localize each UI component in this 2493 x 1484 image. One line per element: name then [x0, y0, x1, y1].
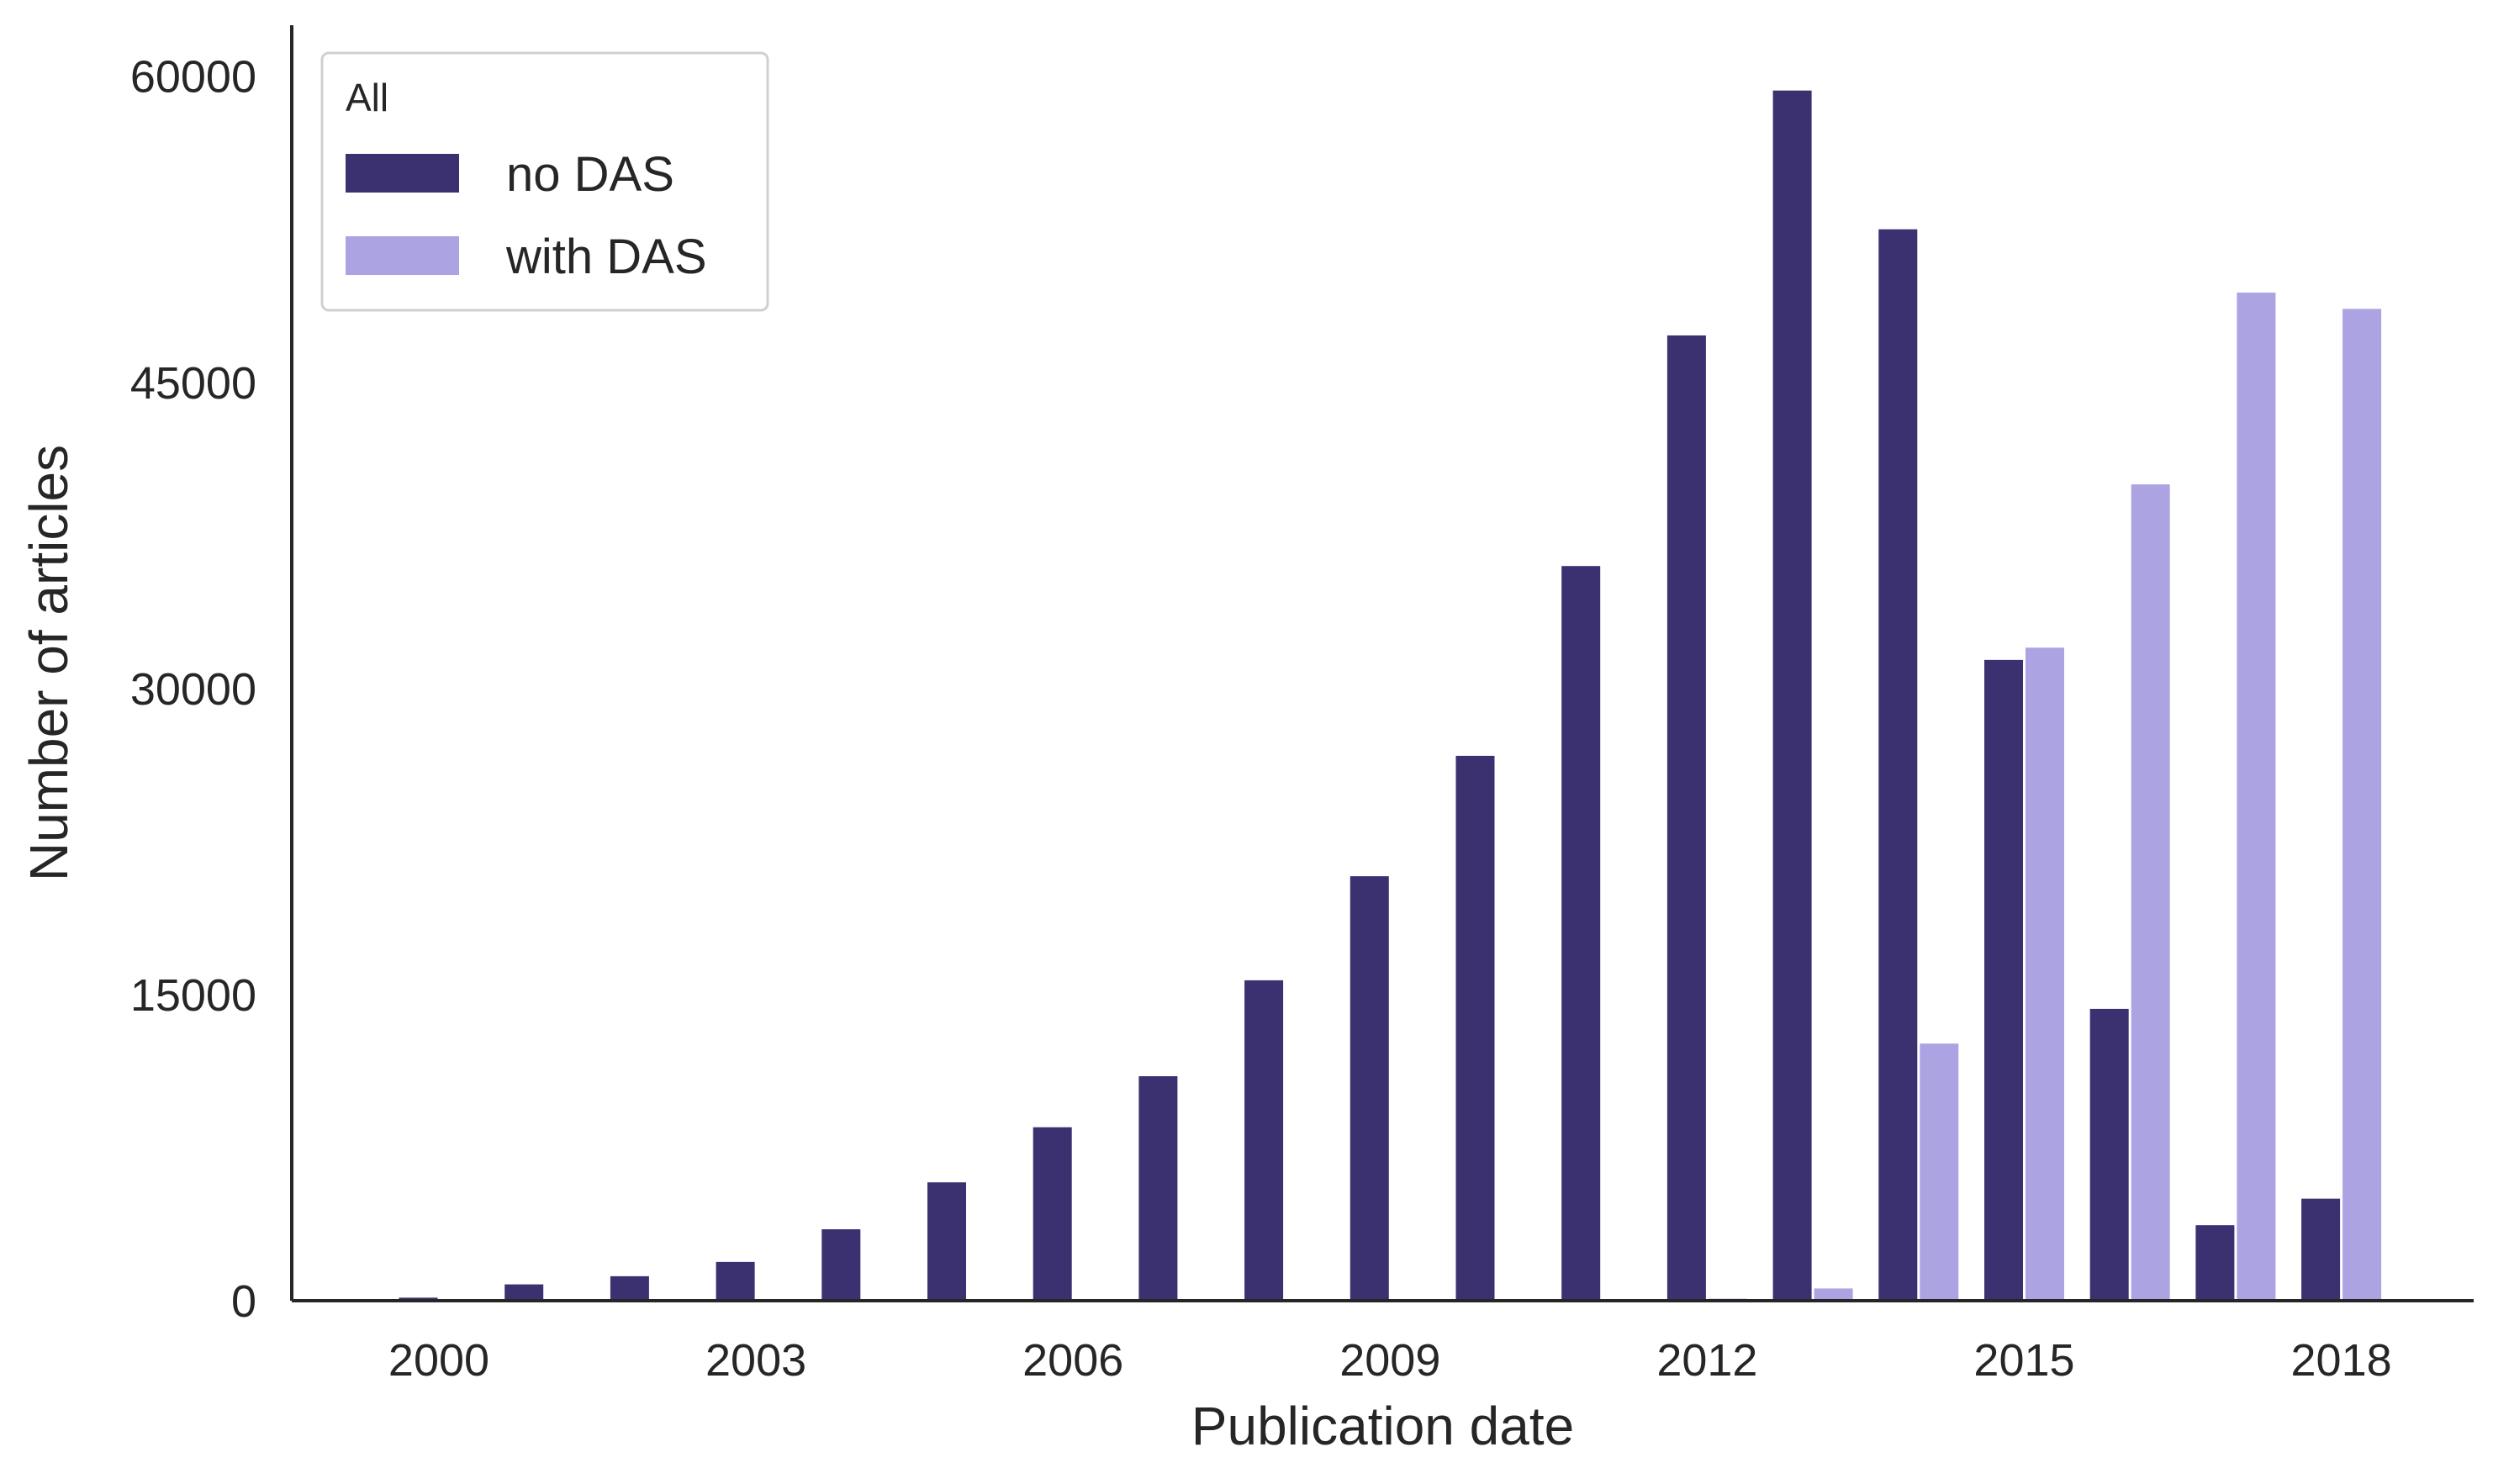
bar-with-das-2013 — [1814, 1288, 1853, 1301]
x-tick-label: 2018 — [2291, 1335, 2392, 1386]
bar-no-das-2004 — [821, 1229, 861, 1301]
bar-no-das-2011 — [1561, 566, 1601, 1301]
y-tick-label: 0 — [231, 1276, 256, 1327]
bar-no-das-2006 — [1033, 1127, 1072, 1301]
bar-no-das-2016 — [2089, 1008, 2129, 1301]
bar-with-das-2015 — [2026, 647, 2064, 1301]
bar-no-das-2017 — [2195, 1225, 2235, 1301]
x-tick-label: 2009 — [1339, 1335, 1440, 1386]
bar-no-das-2007 — [1138, 1076, 1178, 1301]
y-tick-label: 45000 — [130, 358, 256, 409]
bar-with-das-2018 — [2342, 309, 2382, 1301]
legend-swatch-with-das — [346, 236, 459, 275]
x-tick-label: 2000 — [388, 1335, 489, 1386]
bar-no-das-2001 — [504, 1284, 544, 1301]
bar-no-das-2010 — [1455, 755, 1495, 1301]
bars-group — [399, 90, 2382, 1302]
legend-label-with-das: with DAS — [505, 230, 707, 284]
bar-with-das-2016 — [2131, 484, 2170, 1301]
bar-no-das-2014 — [1878, 229, 1918, 1302]
bar-no-das-2003 — [716, 1261, 755, 1301]
y-axis-label: Number of articles — [18, 445, 79, 881]
bar-no-das-2005 — [927, 1182, 966, 1301]
y-tick-labels: 0 15000 30000 45000 60000 — [130, 52, 256, 1327]
x-tick-label: 2015 — [1973, 1335, 2074, 1386]
y-tick-label: 60000 — [130, 52, 256, 103]
bar-with-das-2014 — [1920, 1043, 1959, 1301]
bar-no-das-2002 — [610, 1275, 649, 1301]
bar-no-das-2009 — [1349, 876, 1389, 1301]
x-axis-label: Publication date — [1191, 1396, 1574, 1456]
y-tick-label: 30000 — [130, 664, 256, 715]
bar-with-das-2017 — [2237, 292, 2276, 1302]
x-tick-label: 2006 — [1022, 1335, 1123, 1386]
bar-no-das-2015 — [1984, 659, 2023, 1301]
legend-title: All — [346, 76, 388, 119]
x-tick-label: 2003 — [705, 1335, 806, 1386]
bar-no-das-2018 — [2301, 1198, 2341, 1301]
x-tick-label: 2012 — [1656, 1335, 1757, 1386]
bar-no-das-2012 — [1666, 335, 1706, 1302]
x-tick-labels: 2000 2003 2006 2009 2012 2015 2018 — [388, 1335, 2392, 1386]
bar-no-das-2013 — [1772, 90, 1812, 1301]
legend-label-no-das: no DAS — [506, 147, 674, 202]
y-tick-label: 15000 — [130, 970, 256, 1021]
legend-swatch-no-das — [346, 154, 459, 193]
bar-no-das-2008 — [1244, 980, 1284, 1301]
legend: All no DAS with DAS — [320, 51, 769, 312]
